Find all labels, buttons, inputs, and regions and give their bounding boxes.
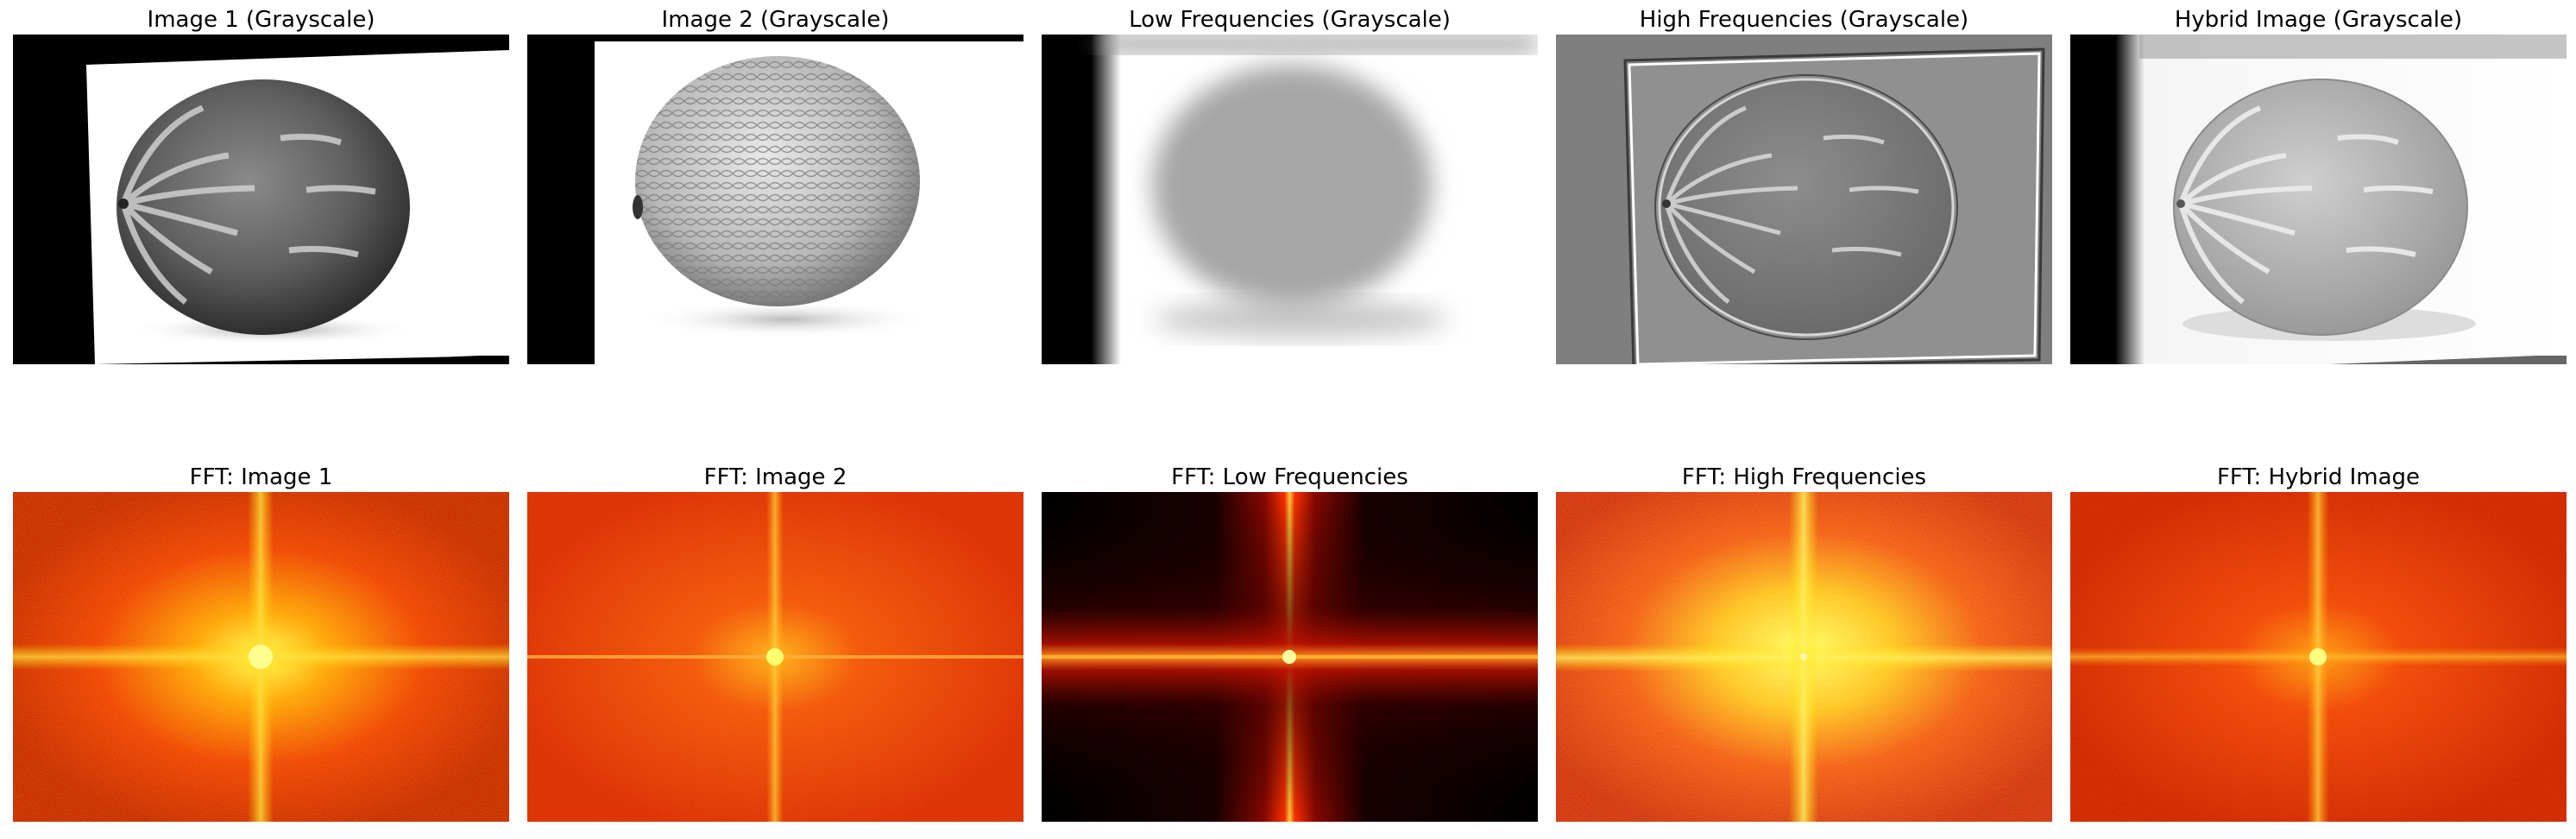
fft-low-frequencies-heatmap xyxy=(1042,492,1538,822)
panel-title: FFT: Image 1 xyxy=(189,464,333,490)
high-frequencies-image xyxy=(1556,35,2052,364)
fft-image2-heatmap xyxy=(527,492,1023,822)
image2-grayscale xyxy=(527,35,1023,364)
panel-title: FFT: High Frequencies xyxy=(1681,464,1927,490)
hybrid-image xyxy=(2070,35,2567,364)
image1-grayscale xyxy=(13,35,509,364)
panel-title: FFT: Low Frequencies xyxy=(1171,464,1408,490)
low-frequencies-image xyxy=(1042,35,1538,364)
panel-title: High Frequencies (Grayscale) xyxy=(1639,7,1969,33)
fft-high-frequencies-heatmap xyxy=(1556,492,2052,822)
fft-image1-heatmap xyxy=(13,492,509,822)
fft-hybrid-image-heatmap xyxy=(2070,492,2567,822)
panel-title: FFT: Hybrid Image xyxy=(2216,464,2421,490)
panel-title: Image 1 (Grayscale) xyxy=(147,7,375,33)
panel-title: FFT: Image 2 xyxy=(703,464,847,490)
panel-title: Image 2 (Grayscale) xyxy=(661,7,890,33)
panel-title: Hybrid Image (Grayscale) xyxy=(2174,7,2463,33)
panel-title: Low Frequencies (Grayscale) xyxy=(1129,7,1451,33)
